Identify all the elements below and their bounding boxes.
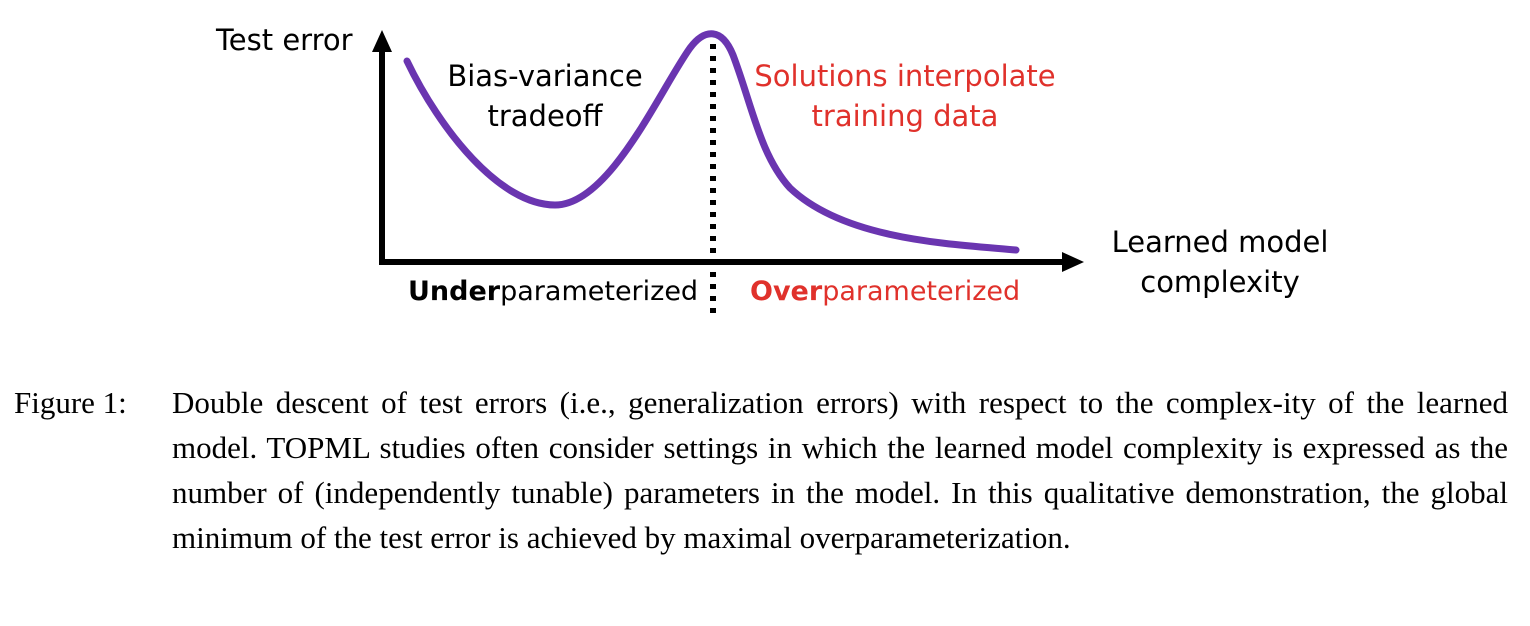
under-bold: Under [408,276,501,307]
y-axis-label: Test error [215,23,353,57]
x-axis-label-line2: complexity [1140,265,1300,299]
figure-canvas: Test error Bias-variance tradeoff Soluti… [215,23,1329,318]
y-axis-arrowhead [372,30,392,52]
underparameterized-label: Underparameterized [408,276,698,307]
overparameterized-label: Overparameterized [750,276,1020,307]
bias-variance-label-line2: tradeoff [487,99,603,133]
x-axis-label-line1: Learned model [1112,225,1329,259]
x-axis-arrowhead [1062,252,1084,272]
caption-label: Figure 1: [14,385,127,420]
test-error-curve [403,30,1020,254]
over-bold: Over [750,276,823,307]
under-rest: parameterized [500,276,698,307]
interpolation-label-line2: training data [812,99,999,133]
figure-caption: Figure 1: Double descent of test errors … [14,380,1508,560]
double-descent-figure: Test error Bias-variance tradeoff Soluti… [215,23,1329,318]
over-rest: parameterized [822,276,1020,307]
bias-variance-label-line1: Bias-variance [447,59,642,93]
interpolation-label-line1: Solutions interpolate [754,59,1055,93]
caption-text: Double descent of test errors (i.e., gen… [172,385,1508,555]
